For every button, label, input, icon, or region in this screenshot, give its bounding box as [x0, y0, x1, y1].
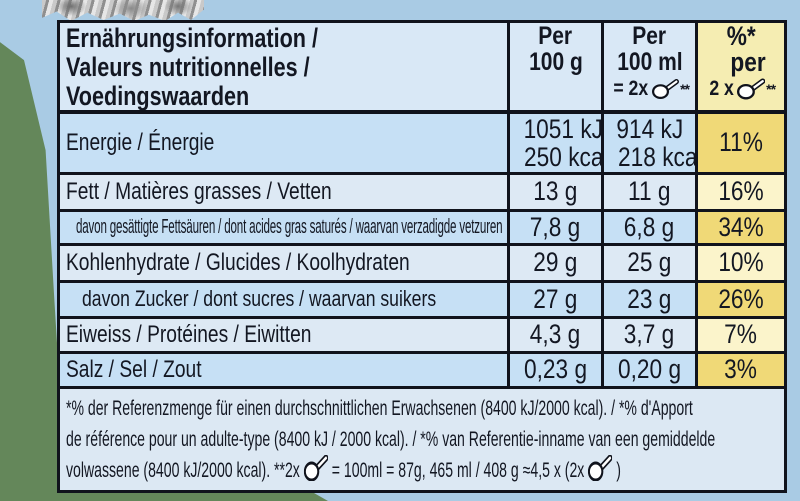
- table-row-energy: Energie / Énergie 1051 kJ 250 kcal 914 k…: [57, 110, 787, 175]
- column-header-per-100ml: Per 100 ml = 2x **: [601, 20, 698, 114]
- per-100ml-value-cell: 23 g: [601, 279, 698, 319]
- per-100g-value-cell: 7,8 g: [507, 208, 604, 246]
- packaging-photo-fragment: [42, 0, 204, 21]
- nutrient-label-cell: Salz / Sel / Zout: [57, 350, 510, 389]
- table-row-sugars: davon Zucker / dont sucres / waarvan sui…: [57, 279, 787, 319]
- footnote-line-3: volwassene (8400 kJ/2000 kcal). **2x = 1…: [66, 454, 621, 486]
- percent-ri-cell: 26%: [695, 279, 787, 319]
- measuring-spoon-icon: [303, 454, 328, 481]
- equiv-2x-label: 2 x: [709, 77, 734, 100]
- per-100g-value-cell: 27 g: [507, 279, 604, 319]
- per-100ml-value-cell: 25 g: [601, 242, 698, 283]
- per-100ml-value-cell: 3,7 g: [601, 315, 698, 354]
- footnote-line-2: de référence pour un adulte-type (8400 k…: [66, 427, 716, 451]
- footnote-line-1: *% der Referenzmenge für einen durchschn…: [66, 396, 693, 420]
- column-header-per-100g: Per 100 g: [507, 20, 604, 114]
- nutrition-facts-table: Ernährungsinformation / Valeurs nutritio…: [57, 20, 787, 493]
- table-title-cell: Ernährungsinformation / Valeurs nutritio…: [57, 20, 510, 114]
- table-row-protein: Eiweiss / Protéines / Eiwitten 4,3 g 3,7…: [57, 315, 787, 354]
- per-100ml-value-cell: 6,8 g: [601, 208, 698, 246]
- table-row-carbohydrates: Kohlenhydrate / Glucides / Koolhydraten …: [57, 242, 787, 283]
- percent-ri-cell: 7%: [695, 315, 787, 354]
- percent-ri-cell: 34%: [695, 208, 787, 246]
- per-100ml-value-cell: 914 kJ 218 kcal: [601, 110, 698, 175]
- table-title-line: Ernährungsinformation /: [66, 23, 319, 53]
- footnote-cell: *% der Referenzmenge für einen durchschn…: [57, 385, 787, 493]
- per-100g-value-cell: 0,23 g: [507, 350, 604, 389]
- equiv-2x-label: = 2x: [613, 77, 649, 100]
- per-100ml-value-cell: 0,20 g: [601, 350, 698, 389]
- table-row-fat: Fett / Matières grasses / Vetten 13 g 11…: [57, 171, 787, 212]
- double-asterisk-marker: **: [766, 81, 776, 97]
- percent-ri-cell: 10%: [695, 242, 787, 283]
- double-asterisk-marker: **: [680, 81, 690, 97]
- footnote-row: *% der Referenzmenge für einen durchschn…: [57, 385, 787, 493]
- table-row-salt: Salz / Sel / Zout 0,23 g 0,20 g 3%: [57, 350, 787, 389]
- nutrient-label-cell: Fett / Matières grasses / Vetten: [57, 171, 510, 212]
- table-header-row: Ernährungsinformation / Valeurs nutritio…: [57, 20, 787, 114]
- per-100g-value-cell: 13 g: [507, 171, 604, 212]
- measuring-spoon-icon: [652, 79, 680, 99]
- per-100g-value-cell: 29 g: [507, 242, 604, 283]
- per-100g-value-cell: 1051 kJ 250 kcal: [507, 110, 604, 175]
- nutrient-label-cell: davon Zucker / dont sucres / waarvan sui…: [57, 279, 510, 319]
- nutrient-label-cell: Kohlenhydrate / Glucides / Koolhydraten: [57, 242, 510, 283]
- per-100ml-value-cell: 11 g: [601, 171, 698, 212]
- table-row-saturated-fat: davon gesättigte Fettsäuren / dont acide…: [57, 208, 787, 246]
- column-header-percent: %* per 2 x **: [695, 20, 787, 114]
- percent-ri-cell: 11%: [695, 110, 787, 175]
- table-title-line: Valeurs nutritionnelles /: [66, 52, 310, 82]
- nutrient-label-cell: Energie / Énergie: [57, 110, 510, 175]
- per-100g-value-cell: 4,3 g: [507, 315, 604, 354]
- percent-ri-cell: 3%: [695, 350, 787, 389]
- table-title-line: Voedingswaarden: [66, 81, 250, 111]
- nutrient-label-cell: davon gesättigte Fettsäuren / dont acide…: [57, 208, 510, 246]
- percent-ri-cell: 16%: [695, 171, 787, 212]
- measuring-spoon-icon: [737, 78, 766, 100]
- nutrient-label-cell: Eiweiss / Protéines / Eiwitten: [57, 315, 510, 354]
- measuring-spoon-icon: [588, 454, 613, 481]
